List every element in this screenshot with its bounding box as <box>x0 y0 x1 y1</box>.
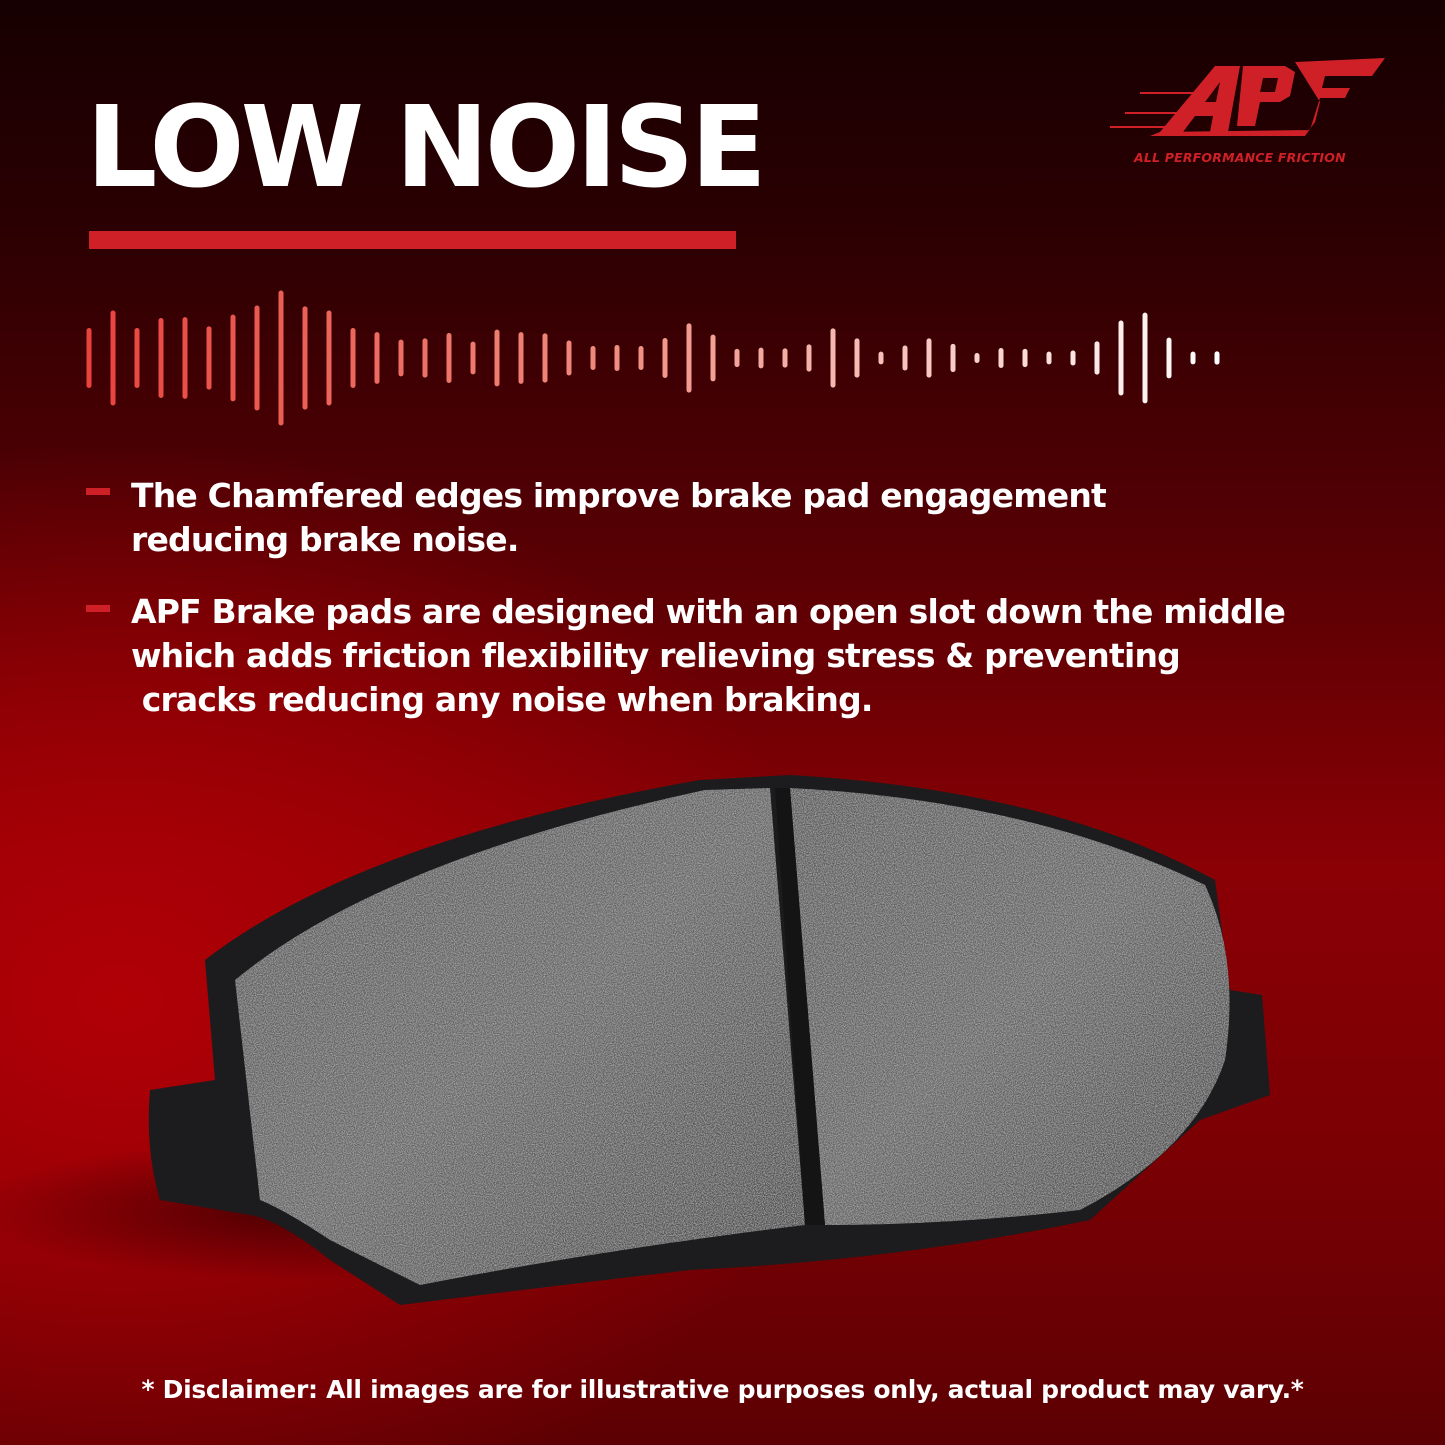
wave-bar <box>1214 351 1220 365</box>
wave-bar <box>758 347 764 369</box>
apf-logo-mark <box>1110 58 1385 136</box>
wave-bar <box>230 314 236 402</box>
bullet-marker <box>86 605 110 612</box>
wave-bar <box>1190 351 1196 365</box>
wave-bar <box>1046 351 1052 365</box>
title-underline <box>89 231 736 249</box>
wave-bar <box>1022 348 1028 368</box>
wave-bar <box>350 328 356 388</box>
wave-bar <box>422 338 428 378</box>
bullet-text-chamfered-edges: The Chamfered edges improve brake pad en… <box>131 476 1107 559</box>
wave-bar <box>686 323 692 393</box>
wave-bar <box>182 317 188 399</box>
wave-bar <box>518 332 524 384</box>
wave-bar <box>110 310 116 406</box>
disclaimer-text: * Disclaimer: All images are for illustr… <box>141 1375 1304 1404</box>
wave-bar <box>806 344 812 372</box>
brake-pad-image <box>0 775 1270 1305</box>
wave-bar <box>206 326 212 390</box>
wave-bar <box>830 328 836 388</box>
wave-bar <box>446 333 452 383</box>
wave-bar <box>254 305 260 411</box>
wave-bar <box>566 340 572 376</box>
wave-bar <box>926 338 932 378</box>
wave-bar <box>614 345 620 371</box>
wave-bar <box>470 341 476 375</box>
wave-bar <box>854 338 860 378</box>
wave-bar <box>662 338 668 378</box>
pad-friction-left <box>235 788 805 1285</box>
pad-friction-right <box>790 788 1230 1225</box>
wave-bar <box>1166 337 1172 379</box>
wave-bar <box>878 351 884 365</box>
wave-bar <box>86 328 92 388</box>
logo-tagline: ALL PERFORMANCE FRICTION <box>1134 150 1346 165</box>
center-slot <box>775 788 825 1225</box>
sound-wave-graphic <box>86 290 1220 426</box>
wave-bar <box>326 310 332 406</box>
wave-bar <box>374 332 380 384</box>
wave-bar <box>278 290 284 426</box>
wave-bar <box>638 346 644 370</box>
wave-bar <box>710 334 716 382</box>
wave-bar <box>974 353 980 363</box>
bullet-text-open-slot: APF Brake pads are designed with an open… <box>131 592 1286 719</box>
wave-bar <box>782 348 788 368</box>
wave-bar <box>998 348 1004 368</box>
wave-bar <box>302 306 308 410</box>
wave-bar <box>1142 312 1148 404</box>
bullet-marker <box>86 488 110 495</box>
wave-bar <box>590 346 596 370</box>
wave-bar <box>134 328 140 388</box>
wave-bar <box>1118 320 1124 396</box>
wave-bar <box>1094 341 1100 375</box>
wave-bar <box>494 329 500 387</box>
wave-bar <box>950 343 956 373</box>
wave-bar <box>542 333 548 383</box>
wave-bar <box>1070 350 1076 366</box>
wave-bar <box>902 345 908 371</box>
wave-bar <box>158 318 164 398</box>
wave-bar <box>398 339 404 377</box>
page-title: LOW NOISE <box>86 83 767 213</box>
wave-bar <box>734 348 740 368</box>
